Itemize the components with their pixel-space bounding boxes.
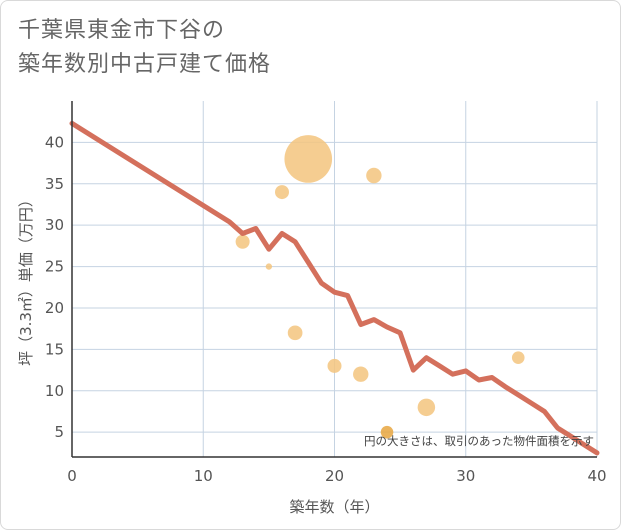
chart-title: 千葉県東金市下谷の 築年数別中古戸建て価格 [18,14,271,82]
x-axis-label: 築年数（年） [289,498,379,516]
bubble-point [353,366,369,382]
axes [71,101,597,458]
y-axis-label: 坪（3.3㎡）単価（万円） [17,192,35,366]
bubble-layer [235,135,525,439]
bubble-point [511,351,525,364]
bubble-point [284,135,333,183]
bubble-point [327,358,342,373]
title-line-1: 千葉県東金市下谷の [18,18,226,43]
y-tick-label: 15 [45,340,64,358]
bubble-point [265,263,273,270]
bubble-point [366,167,382,184]
x-tick-label: 10 [194,467,213,485]
y-tick-label: 5 [54,423,64,441]
y-tick-label: 10 [45,382,64,400]
y-tick-label: 30 [45,216,64,234]
y-tick-label: 40 [45,133,64,151]
grid-lines [72,101,598,457]
title-line-2: 築年数別中古戸建て価格 [18,52,272,77]
tick-labels: 0 10 20 30 40 5 10 15 20 25 30 35 40 [45,133,607,485]
x-tick-label: 20 [325,467,344,485]
y-tick-label: 25 [45,258,64,276]
x-tick-label: 40 [587,467,606,485]
x-tick-label: 30 [456,467,475,485]
y-tick-label: 20 [45,299,64,317]
bubble-point [380,425,394,439]
y-tick-label: 35 [45,175,64,193]
bubble-point [235,234,250,249]
trend-line [69,120,600,456]
bubble-point [287,325,303,341]
bubble-point [275,185,289,200]
x-tick-label: 0 [67,467,77,485]
bubble-point [417,398,436,417]
bubble-size-note: 円の大きさは、取引のあった物件面積を示す [364,434,594,448]
